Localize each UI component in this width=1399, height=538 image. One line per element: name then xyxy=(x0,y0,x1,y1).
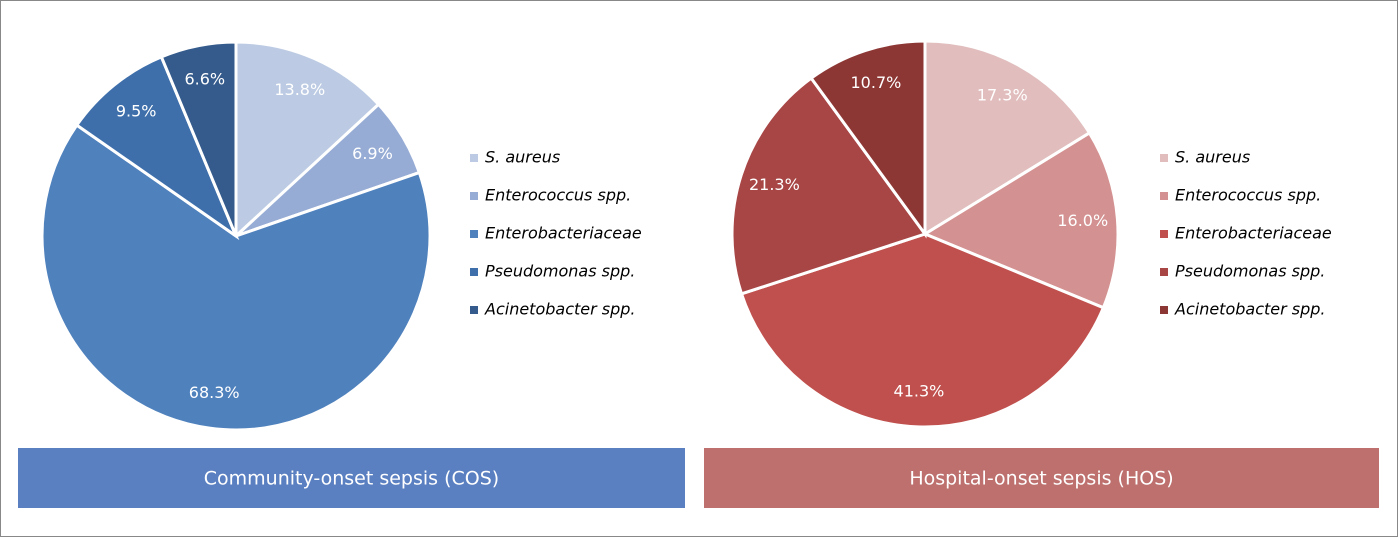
pie-slice xyxy=(809,39,927,239)
data-label: 16.0% xyxy=(1057,211,1108,230)
legend-label: Pseudomonas spp. xyxy=(485,262,635,281)
legend-swatch xyxy=(1160,154,1168,162)
legend-label: S. aureus xyxy=(1175,148,1250,167)
data-label: 10.7% xyxy=(851,73,902,92)
banner xyxy=(704,448,1379,508)
legend-swatch xyxy=(1160,192,1168,200)
data-label: 6.9% xyxy=(352,144,393,163)
legend-swatch xyxy=(1160,230,1168,238)
legend-swatch xyxy=(1160,306,1168,314)
data-label: 17.3% xyxy=(977,85,1028,104)
legend-swatch xyxy=(470,306,478,314)
pie-slice xyxy=(739,232,1106,429)
legend-swatch xyxy=(1160,268,1168,276)
legend-label: Acinetobacter spp. xyxy=(1174,300,1326,319)
data-label: 13.8% xyxy=(274,80,325,99)
pie-slice xyxy=(40,123,432,432)
legend-swatch xyxy=(470,230,478,238)
pie-slice xyxy=(923,39,1092,237)
legend-label: Enterobacteriaceae xyxy=(1175,224,1332,243)
pie-slice xyxy=(730,76,928,296)
chart-title: Community-onset sepsis (COS) xyxy=(204,468,499,490)
pie-slice xyxy=(159,40,238,237)
banner xyxy=(18,448,685,508)
data-label: 68.3% xyxy=(189,383,240,402)
legend-swatch xyxy=(470,154,478,162)
chart-title: Hospital-onset sepsis (HOS) xyxy=(909,468,1173,490)
data-label: 41.3% xyxy=(894,382,945,401)
legend-label: Pseudomonas spp. xyxy=(1175,262,1325,281)
legend-label: Enterococcus spp. xyxy=(485,186,631,205)
legend-label: Enterococcus spp. xyxy=(1175,186,1321,205)
legend-label: Enterobacteriaceae xyxy=(485,224,642,243)
data-label: 9.5% xyxy=(116,102,157,121)
legend-label: S. aureus xyxy=(485,148,560,167)
pie-slice xyxy=(921,130,1120,310)
pie-slice xyxy=(234,40,381,240)
legend-swatch xyxy=(470,192,478,200)
legend-label: Acinetobacter spp. xyxy=(484,300,636,319)
data-label: 6.6% xyxy=(184,70,225,89)
data-label: 21.3% xyxy=(749,175,800,194)
legend-swatch xyxy=(470,268,478,276)
pie-slice xyxy=(74,54,240,241)
